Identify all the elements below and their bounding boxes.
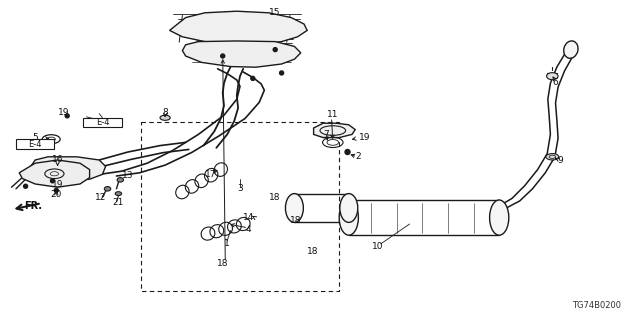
Polygon shape [182, 41, 301, 67]
Ellipse shape [547, 73, 558, 80]
Circle shape [24, 184, 28, 188]
Text: 14: 14 [243, 213, 254, 222]
Bar [141, 122, 339, 291]
Text: 12: 12 [95, 193, 107, 202]
Text: 20: 20 [51, 190, 62, 199]
Text: TG74B0200: TG74B0200 [572, 301, 621, 310]
Polygon shape [19, 160, 90, 187]
Circle shape [280, 71, 284, 75]
Circle shape [251, 76, 255, 80]
Ellipse shape [546, 154, 559, 160]
Text: 19: 19 [58, 108, 70, 117]
Polygon shape [170, 11, 307, 45]
Text: E-4: E-4 [95, 118, 109, 127]
Text: 17: 17 [205, 170, 217, 179]
Circle shape [51, 179, 54, 183]
Polygon shape [314, 123, 355, 138]
Text: 4: 4 [246, 225, 251, 234]
Ellipse shape [490, 200, 509, 235]
Text: 18: 18 [269, 193, 281, 202]
Circle shape [345, 149, 350, 155]
Ellipse shape [339, 200, 358, 235]
Ellipse shape [104, 187, 111, 191]
Text: 7: 7 [324, 130, 329, 139]
Text: 11: 11 [327, 110, 339, 119]
Text: 6: 6 [553, 78, 558, 87]
Text: 5: 5 [33, 133, 38, 142]
Text: 19: 19 [359, 133, 371, 142]
Text: 18: 18 [217, 260, 228, 268]
Text: FR.: FR. [24, 201, 42, 212]
Ellipse shape [115, 192, 122, 196]
Text: 18: 18 [307, 247, 318, 256]
Text: 15: 15 [269, 8, 281, 17]
Ellipse shape [340, 194, 358, 222]
Text: 2: 2 [356, 152, 361, 161]
Circle shape [54, 188, 58, 192]
Ellipse shape [285, 194, 303, 222]
Text: 19: 19 [52, 180, 63, 189]
Text: 21: 21 [113, 198, 124, 207]
Ellipse shape [160, 115, 170, 120]
Text: 3: 3 [237, 184, 243, 193]
Text: 10: 10 [372, 242, 383, 251]
Text: 9: 9 [557, 156, 563, 165]
Text: E-4: E-4 [28, 140, 42, 148]
Circle shape [221, 54, 225, 58]
Circle shape [65, 114, 69, 118]
Text: 8: 8 [163, 108, 168, 117]
Circle shape [273, 48, 277, 52]
Bar [16, 139, 54, 149]
Polygon shape [31, 157, 106, 181]
Text: 1: 1 [225, 239, 230, 248]
Text: 18: 18 [290, 216, 301, 225]
Bar [83, 118, 122, 127]
Text: 16: 16 [52, 155, 63, 164]
Text: 13: 13 [122, 171, 134, 180]
Ellipse shape [564, 41, 578, 58]
Ellipse shape [117, 178, 124, 182]
